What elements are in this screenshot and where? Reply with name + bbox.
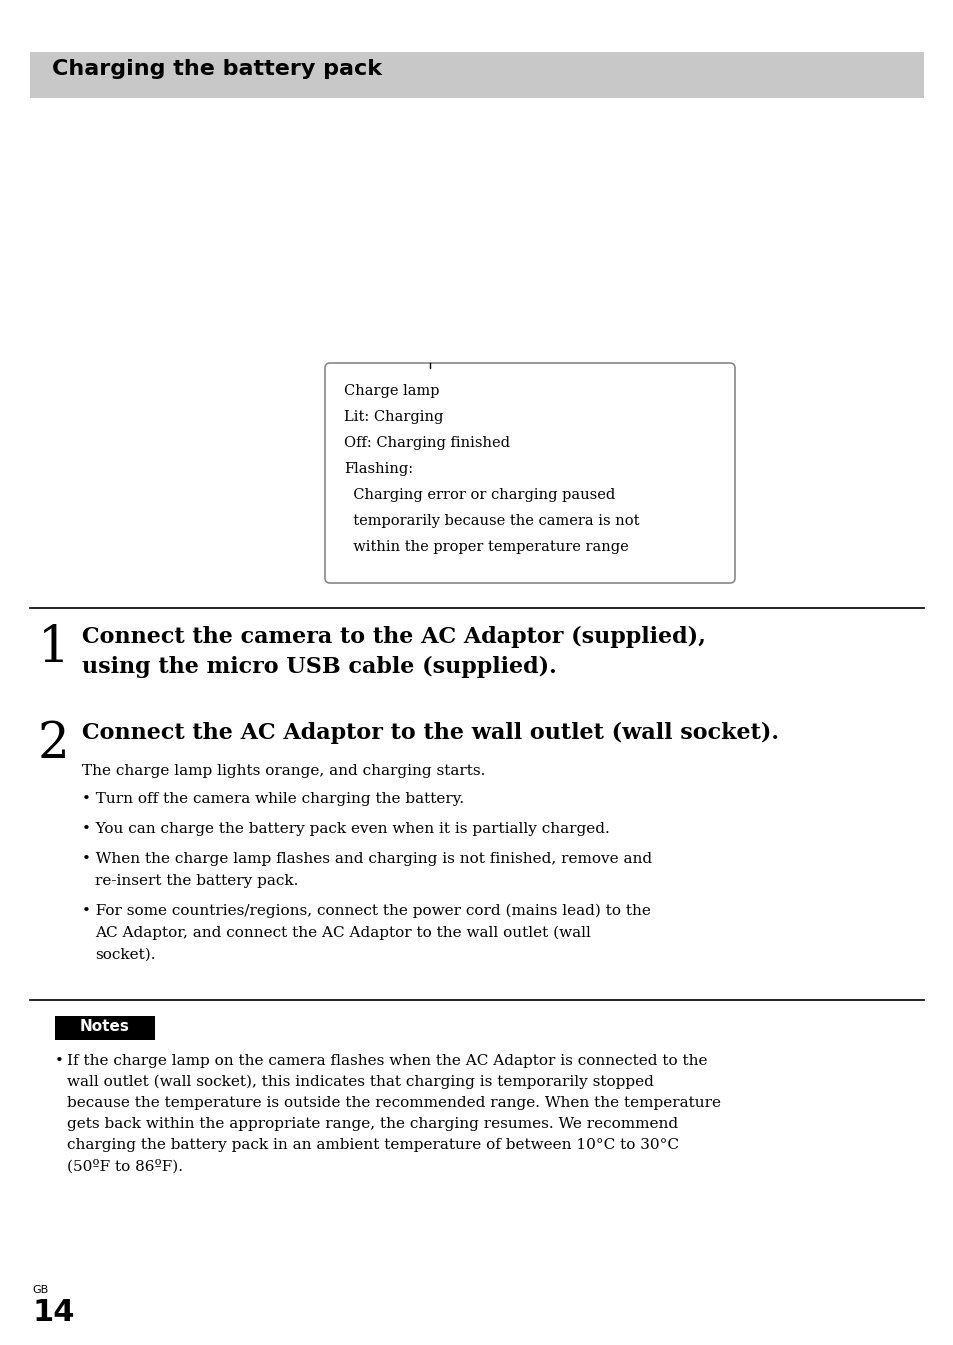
Text: If the charge lamp on the camera flashes when the AC Adaptor is connected to the: If the charge lamp on the camera flashes… [67, 1054, 707, 1068]
Text: wall outlet (wall socket), this indicates that charging is temporarily stopped: wall outlet (wall socket), this indicate… [67, 1075, 653, 1089]
Text: Off: Charging finished: Off: Charging finished [344, 436, 510, 451]
Text: •: • [55, 1054, 69, 1068]
Text: 1: 1 [38, 624, 70, 674]
Text: 14: 14 [32, 1298, 74, 1328]
Bar [55, 1015, 154, 1040]
Text: AC Adaptor, and connect the AC Adaptor to the wall outlet (wall: AC Adaptor, and connect the AC Adaptor t… [95, 925, 590, 940]
Text: gets back within the appropriate range, the charging resumes. We recommend: gets back within the appropriate range, … [67, 1116, 678, 1131]
Text: Connect the camera to the AC Adaptor (supplied),: Connect the camera to the AC Adaptor (su… [82, 625, 705, 648]
Text: 2: 2 [38, 720, 70, 769]
Text: The charge lamp lights orange, and charging starts.: The charge lamp lights orange, and charg… [82, 764, 485, 777]
Text: GB: GB [32, 1284, 49, 1295]
Text: because the temperature is outside the recommended range. When the temperature: because the temperature is outside the r… [67, 1096, 720, 1110]
Text: • For some countries/regions, connect the power cord (mains lead) to the: • For some countries/regions, connect th… [82, 904, 650, 919]
Text: re-insert the battery pack.: re-insert the battery pack. [95, 874, 298, 888]
Bar [30, 52, 923, 98]
Text: • You can charge the battery pack even when it is partially charged.: • You can charge the battery pack even w… [82, 822, 609, 837]
Text: (50ºF to 86ºF).: (50ºF to 86ºF). [67, 1159, 183, 1173]
Text: socket).: socket). [95, 948, 155, 962]
Text: Charging the battery pack: Charging the battery pack [52, 59, 381, 79]
Text: Connect the AC Adaptor to the wall outlet (wall socket).: Connect the AC Adaptor to the wall outle… [82, 722, 779, 744]
Text: • When the charge lamp flashes and charging is not finished, remove and: • When the charge lamp flashes and charg… [82, 851, 652, 866]
Text: • Turn off the camera while charging the battery.: • Turn off the camera while charging the… [82, 792, 464, 806]
Text: temporarily because the camera is not: temporarily because the camera is not [344, 514, 639, 529]
Text: using the micro USB cable (supplied).: using the micro USB cable (supplied). [82, 656, 557, 678]
FancyBboxPatch shape [325, 363, 734, 582]
Text: Flashing:: Flashing: [344, 461, 413, 476]
Text: within the proper temperature range: within the proper temperature range [344, 539, 628, 554]
Text: Charge lamp: Charge lamp [344, 385, 439, 398]
Text: Charging error or charging paused: Charging error or charging paused [344, 488, 615, 502]
Text: Notes: Notes [80, 1020, 130, 1034]
Text: charging the battery pack in an ambient temperature of between 10°C to 30°C: charging the battery pack in an ambient … [67, 1138, 679, 1153]
Text: Lit: Charging: Lit: Charging [344, 410, 443, 424]
